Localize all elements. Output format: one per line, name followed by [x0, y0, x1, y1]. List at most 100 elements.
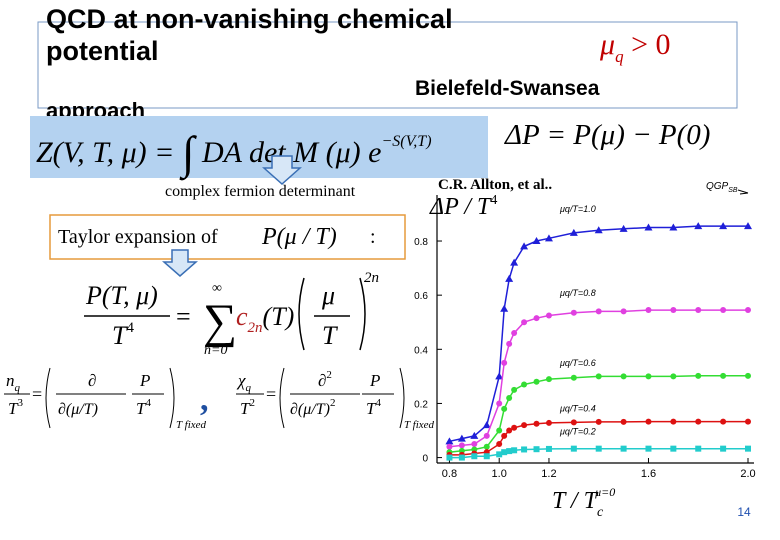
taylor-arg: P(μ / T) — [261, 224, 337, 250]
series-label: μq/T=0.4 — [559, 404, 596, 414]
data-point — [720, 418, 727, 425]
separator: , — [200, 381, 209, 418]
series-line — [449, 375, 748, 453]
fixed: T fixed — [176, 419, 207, 431]
data-point — [521, 446, 528, 453]
down-arrow — [162, 249, 198, 277]
group-name: Bielefeld-Swansea — [415, 77, 600, 100]
data-point — [695, 445, 702, 452]
data-point — [745, 445, 751, 452]
y-tick-label: 0.2 — [414, 399, 428, 410]
denominator: T4 — [112, 320, 134, 350]
fraction-den: T — [322, 321, 338, 350]
taylor-label: Taylor expansion of — [58, 226, 218, 248]
partial: ∂2 — [318, 369, 332, 390]
equals: = — [32, 384, 42, 404]
data-point — [532, 237, 541, 245]
power: 2n — [364, 270, 379, 286]
data-point — [594, 226, 603, 234]
y-tick-label: 0.8 — [414, 237, 428, 248]
title-line: potential — [46, 36, 159, 66]
data-point — [595, 445, 602, 452]
data-point — [620, 308, 627, 315]
data-point — [570, 419, 577, 426]
data-point — [595, 308, 602, 315]
data-point — [720, 372, 727, 379]
density-formula: nq T3 = ∂ ∂(μ/T) P T4 T fixed — [4, 367, 207, 431]
determinant-note: complex fermion determinant — [165, 183, 356, 200]
data-point — [745, 418, 751, 425]
data-point — [501, 405, 508, 412]
plot: 0 0.2 0.4 0.6 0.8 0.8 1.0 1.2 1.6 2.0 μq/T=1.0 μq/T… — [414, 195, 756, 480]
limit-label: QGPSB — [706, 181, 738, 194]
data-point — [544, 234, 553, 242]
data-point — [496, 441, 503, 448]
data-point — [457, 434, 466, 442]
down-arrow — [262, 155, 302, 186]
data-point — [471, 441, 478, 448]
equation-box — [30, 116, 488, 178]
sum-lower: n=0 — [204, 343, 227, 358]
y-axis-label: ΔP / T4 — [429, 193, 497, 220]
data-point — [720, 445, 727, 452]
data-point — [521, 381, 528, 388]
data-point — [695, 418, 702, 425]
data-point — [458, 454, 465, 461]
data-point — [521, 319, 528, 326]
data-point — [569, 228, 578, 236]
coefficient: c2n(T) — [236, 302, 294, 336]
condition: μq > 0 — [599, 28, 670, 66]
fixed: T fixed — [404, 419, 435, 431]
data-point — [694, 222, 703, 230]
x-tick-label: 0.8 — [442, 468, 457, 480]
series-label: μq/T=0.8 — [559, 288, 596, 298]
data-point — [446, 443, 453, 450]
x-tick-label: 2.0 — [740, 468, 755, 480]
data-point — [545, 419, 552, 426]
series-label: μq/T=0.6 — [559, 358, 596, 368]
data-point — [595, 418, 602, 425]
data-point — [669, 223, 678, 231]
numerator: nq — [6, 371, 21, 394]
data-point — [619, 224, 628, 232]
taylor-colon: : — [370, 226, 376, 248]
data-point — [745, 307, 751, 314]
page-number: 14 — [737, 505, 751, 519]
data-point — [506, 427, 513, 434]
data-point — [670, 307, 677, 314]
data-point — [645, 307, 652, 314]
x-tick-label: 1.6 — [641, 468, 656, 480]
x-axis-label: T / Tcμ=0 — [552, 485, 615, 520]
data-point — [506, 340, 513, 347]
delta-p-equation: ΔP = P(μ) − P(0) — [504, 119, 710, 151]
data-point — [505, 274, 514, 282]
data-point — [500, 304, 509, 312]
data-point — [695, 307, 702, 314]
parentheses — [279, 367, 405, 429]
data-point — [496, 400, 503, 407]
data-point — [670, 373, 677, 380]
data-point — [533, 420, 540, 427]
denominator: T3 — [8, 397, 23, 418]
data-point — [520, 242, 529, 250]
data-point — [511, 424, 518, 431]
data-point — [483, 432, 490, 439]
taylor-formula: P(T, μ) T4 = ∑ ∞ n=0 c2n(T) μ T 2n — [84, 270, 379, 358]
limit-arrow — [737, 189, 749, 195]
series-label: μq/T=1.0 — [559, 204, 596, 214]
data-point — [533, 446, 540, 453]
data-point — [670, 445, 677, 452]
parentheses — [298, 277, 366, 351]
data-point — [501, 449, 508, 456]
data-point — [570, 374, 577, 381]
data-point — [645, 445, 652, 452]
data-point — [644, 223, 653, 231]
data-point — [570, 445, 577, 452]
title-line: QCD at non-vanishing chemical — [46, 4, 453, 34]
numerator: P(T, μ) — [85, 281, 158, 310]
equals: = — [266, 384, 276, 404]
data-point — [471, 453, 478, 460]
data-point — [595, 373, 602, 380]
data-point — [570, 309, 577, 316]
y-tick-label: 0.4 — [414, 345, 428, 356]
